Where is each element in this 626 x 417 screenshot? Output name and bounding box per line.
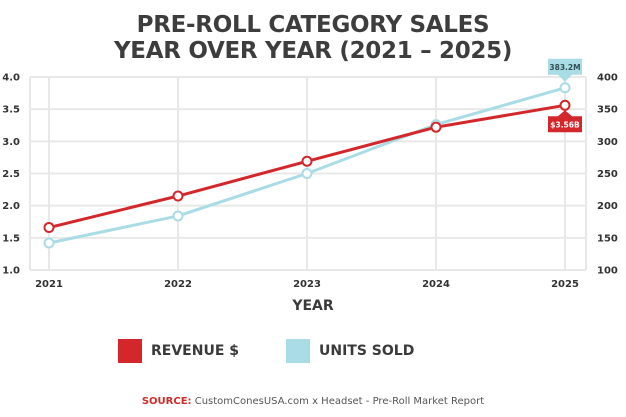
- series-layer: [43, 82, 571, 249]
- legend: REVENUE $ UNITS SOLD: [0, 339, 626, 367]
- callout-shape: [548, 58, 582, 82]
- data-point-units: [559, 82, 571, 94]
- left-axis-ticks: 1.0 1.5 2.0 2.5 3.0 3.5 4.0: [2, 73, 20, 277]
- title-line-1: PRE-ROLL CATEGORY SALES: [136, 12, 490, 38]
- data-point-units: [43, 237, 55, 249]
- right-tick-label: 100: [597, 266, 618, 277]
- callout-units: 383.2M: [548, 58, 582, 82]
- left-tick-label: 2.0: [2, 201, 20, 212]
- left-tick-label: 3.0: [2, 137, 20, 148]
- right-tick-label: 400: [597, 73, 618, 84]
- data-point-revenue: [43, 222, 55, 234]
- left-tick-label: 2.5: [2, 169, 20, 180]
- left-tick-label: 4.0: [2, 73, 20, 84]
- line-chart: 1.0 1.5 2.0 2.5 3.0 3.5 4.0 100 150 200 250 300 350…: [2, 58, 618, 290]
- legend-label-revenue: REVENUE $: [151, 343, 240, 359]
- x-tick-label: 2025: [551, 279, 579, 290]
- chart-title: PRE-ROLL CATEGORY SALES YEAR OVER YEAR (…: [0, 12, 626, 64]
- callout-revenue: $3.56B: [548, 110, 582, 133]
- legend-label-units: UNITS SOLD: [319, 343, 415, 359]
- callout-text: 383.2M: [549, 63, 580, 72]
- left-tick-label: 1.5: [2, 233, 20, 244]
- data-point-units: [172, 210, 184, 222]
- source-text: CustomConesUSA.com x Headset - Pre-Roll …: [194, 396, 485, 407]
- legend-swatch-revenue: [118, 339, 142, 363]
- x-tick-label: 2023: [293, 279, 321, 290]
- callout-shape: [548, 110, 582, 133]
- data-point-revenue: [559, 99, 571, 111]
- title-line-2: YEAR OVER YEAR (2021 – 2025): [113, 38, 513, 64]
- x-tick-label: 2021: [35, 279, 63, 290]
- data-point-revenue: [430, 121, 442, 133]
- right-tick-label: 300: [597, 137, 618, 148]
- x-tick-label: 2024: [422, 279, 450, 290]
- source-note: SOURCE: CustomConesUSA.com x Headset - P…: [0, 396, 626, 407]
- legend-item-revenue: REVENUE $: [118, 339, 239, 363]
- left-tick-label: 1.0: [2, 266, 20, 277]
- source-label: SOURCE:: [141, 396, 192, 407]
- x-axis-ticks: 2021 2022 2023 2024 2025: [35, 279, 579, 290]
- right-tick-label: 250: [597, 169, 618, 180]
- right-tick-label: 200: [597, 201, 618, 212]
- data-point-revenue: [301, 155, 313, 167]
- callout-text: $3.56B: [550, 120, 580, 129]
- data-point-revenue: [172, 190, 184, 202]
- data-point-units: [301, 168, 313, 179]
- legend-item-units: UNITS SOLD: [286, 339, 414, 363]
- right-axis-ticks: 100 150 200 250 300 350 400: [597, 73, 618, 277]
- annotations-layer: 383.2M $3.56B: [548, 58, 582, 133]
- x-axis-title: YEAR: [292, 298, 334, 314]
- right-tick-label: 150: [597, 233, 618, 244]
- left-tick-label: 3.5: [2, 105, 20, 116]
- x-tick-label: 2022: [164, 279, 192, 290]
- legend-swatch-units: [286, 339, 310, 363]
- right-tick-label: 350: [597, 105, 618, 116]
